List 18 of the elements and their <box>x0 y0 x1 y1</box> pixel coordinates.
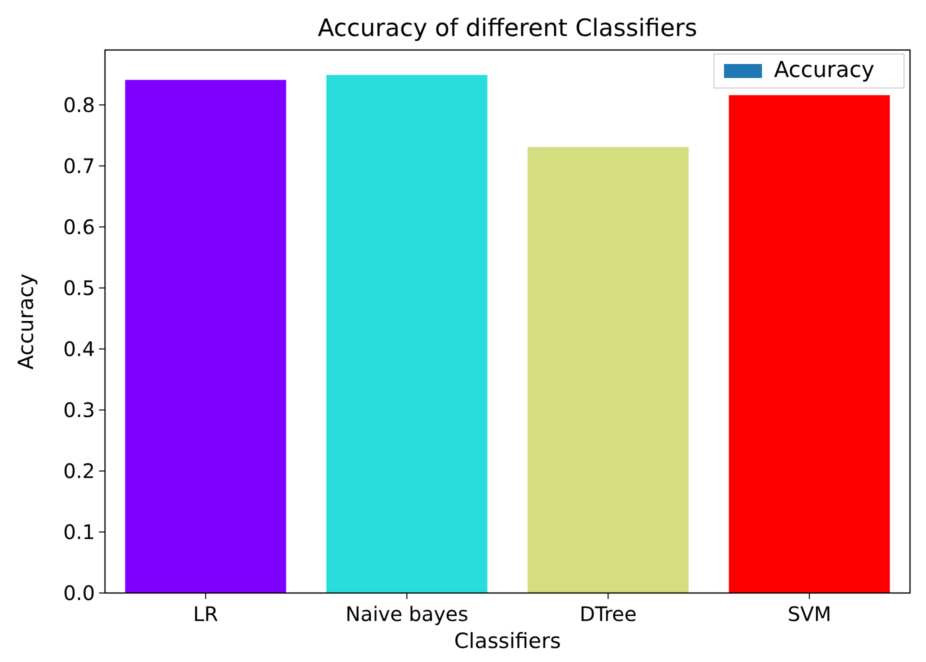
y-tick-label: 0.1 <box>63 520 95 544</box>
y-tick-label: 0.8 <box>63 92 95 117</box>
y-tick-label: 0.2 <box>63 458 95 483</box>
y-axis-title: Accuracy <box>14 274 38 370</box>
y-tick-label: 0.7 <box>63 154 95 178</box>
x-tick-label: Naive bayes <box>345 602 468 626</box>
chart-title: Accuracy of different Classifiers <box>318 14 698 42</box>
legend-box: Accuracy <box>714 54 904 88</box>
x-tick-label: DTree <box>580 602 637 626</box>
x-tick-label: LR <box>193 602 218 626</box>
y-tick-label: 0.4 <box>63 336 95 361</box>
x-tick-label: SVM <box>788 602 832 626</box>
y-tick-label: 0.3 <box>63 398 95 422</box>
y-tick-label: 0.6 <box>63 214 95 239</box>
y-tick-label: 0.5 <box>63 276 95 300</box>
x-axis-title: Classifiers <box>454 629 561 653</box>
series-label: Accuracy <box>774 58 874 83</box>
y-tick-label: 0.0 <box>63 581 95 605</box>
